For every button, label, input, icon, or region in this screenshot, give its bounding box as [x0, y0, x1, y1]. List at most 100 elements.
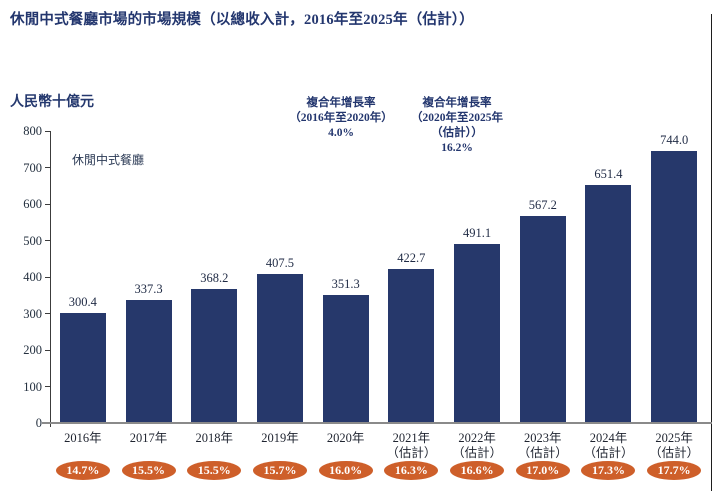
growth-percent-badge: 15.7%	[252, 461, 307, 480]
badge-cell: 17.3%	[576, 461, 642, 480]
y-tick-label: 400	[23, 270, 42, 284]
x-axis-label-line: 2025年	[655, 431, 693, 445]
growth-percent-badge: 17.3%	[581, 461, 636, 480]
x-axis-label-line: （估計）	[583, 446, 634, 460]
badge-cell: 15.7%	[247, 461, 313, 480]
x-axis-labels: 2016年 2017年 2018年 2019年 2020年 2021年 （估計） 2022年（…	[50, 431, 707, 461]
cagr-line: （2016年至2020年）	[289, 111, 393, 124]
cagr-annotation-2020-2025: 複合年增長率 （2020年至2025年 （估計）） 16.2%	[411, 96, 503, 156]
bar-value-label: 651.4	[594, 167, 623, 182]
bar-column: 368.2	[181, 131, 247, 423]
y-tick-mark	[45, 386, 50, 387]
x-axis-label-line: （估計）	[452, 446, 503, 460]
growth-percent-badge: 16.0%	[318, 461, 373, 480]
y-tick-label: 500	[23, 233, 42, 248]
bar-value-label: 407.5	[265, 256, 295, 271]
growth-percent-badge: 16.6%	[450, 461, 505, 480]
x-axis-label-line: 2021年	[392, 431, 431, 445]
cagr-line: （2020年至2025年	[411, 111, 503, 124]
bar-value-label: 491.1	[463, 225, 492, 240]
x-axis-label: 2018年	[181, 431, 247, 461]
x-axis-label: 2025年 （估計）	[641, 431, 707, 461]
bar-chart-plot-area: 0 100 200 300 400 500 600 700 800 休閒中式餐廳 300.4 33…	[23, 124, 712, 430]
x-axis-label-line: （估計）	[386, 446, 437, 460]
growth-percent-badge: 14.7%	[55, 461, 110, 480]
x-axis-label-line: 2016年	[64, 431, 102, 445]
y-tick-label: 0	[35, 416, 42, 430]
bar-column: 744.0	[641, 131, 707, 423]
bar-value-label: 567.2	[528, 197, 557, 212]
y-tick-label: 600	[23, 197, 42, 211]
bar-value-label: 744.0	[660, 133, 689, 148]
x-axis-label-line: 2018年	[195, 431, 234, 445]
bar-column: 351.3	[313, 131, 379, 423]
x-axis-label-line: （估計）	[517, 446, 568, 460]
y-tick-mark	[45, 130, 50, 132]
y-tick-label: 700	[23, 160, 42, 175]
y-tick-mark	[45, 203, 50, 205]
x-axis-label: 2016年	[50, 431, 116, 461]
bars-row: 300.4 337.3 368.2 407.5 351.3 422.7 491.1 567.2…	[50, 131, 707, 423]
bar-2020年	[322, 294, 369, 423]
cagr-line: 複合年增長率	[306, 97, 376, 109]
bar-2021年	[388, 268, 435, 423]
growth-percent-badge: 17.7%	[647, 461, 702, 480]
growth-percent-badge: 15.5%	[121, 461, 176, 480]
cagr-value: 4.0%	[328, 126, 354, 139]
bar-2023年	[519, 215, 566, 423]
cagr-value: 16.2%	[441, 141, 473, 154]
bar-2017年	[125, 299, 172, 423]
bar-2018年	[191, 288, 238, 423]
growth-percent-badges: 14.7% 15.5% 15.5% 15.7% 16.0% 16.3% 16.6% 17.0%…	[50, 461, 707, 480]
series-legend-label: 休閒中式餐廳	[72, 153, 145, 167]
bar-2019年	[256, 274, 303, 423]
bar-2022年	[454, 243, 501, 423]
y-tick-mark	[45, 240, 50, 241]
x-axis-label: 2017年	[116, 431, 182, 461]
y-tick-label: 300	[23, 306, 42, 321]
x-axis-baseline	[42, 422, 712, 424]
bar-value-label: 300.4	[68, 295, 97, 310]
chart-title: 休閒中式餐廳市場的市場規模（以總收入計，2016年至2025年（估計））	[10, 12, 474, 28]
badge-cell: 16.3%	[379, 461, 445, 480]
bar-column: 300.4	[50, 131, 116, 423]
x-axis-label-line: 2020年	[326, 431, 365, 445]
badge-cell: 14.7%	[50, 461, 116, 480]
cagr-line: 複合年增長率	[422, 97, 492, 109]
bar-column: 407.5	[247, 131, 313, 423]
bar-column: 422.7	[379, 131, 445, 423]
growth-percent-badge: 16.3%	[384, 461, 439, 480]
x-axis-label-line: 2019年	[261, 431, 299, 445]
bar-2025年	[651, 151, 698, 423]
x-axis-label-line: 2022年	[458, 431, 496, 445]
x-axis-label-line: 2023年	[524, 431, 562, 445]
bar-2024年	[585, 185, 632, 423]
bar-value-label: 337.3	[134, 281, 163, 296]
cagr-line: （估計））	[431, 126, 483, 139]
badge-cell: 15.5%	[116, 461, 182, 480]
bar-value-label: 368.2	[200, 270, 229, 285]
growth-percent-badge: 15.5%	[187, 461, 242, 480]
badge-cell: 15.5%	[181, 461, 247, 480]
x-axis-label: 2023年 （估計）	[510, 431, 576, 461]
cagr-annotation-2016-2020: 複合年增長率 （2016年至2020年） 4.0%	[289, 96, 393, 141]
bar-column: 491.1	[444, 131, 510, 423]
bar-column: 651.4	[576, 131, 642, 423]
x-axis-label-line: 2024年	[589, 431, 628, 445]
y-tick-label: 100	[23, 379, 42, 394]
x-axis-label: 2022年 （估計）	[444, 431, 510, 461]
badge-cell: 17.0%	[510, 461, 576, 480]
page-border-rule	[711, 14, 712, 491]
y-tick-mark	[45, 313, 50, 314]
badge-cell: 16.0%	[313, 461, 379, 480]
bar-value-label: 351.3	[331, 276, 360, 291]
y-tick-label: 200	[23, 343, 42, 357]
y-tick-mark	[45, 349, 50, 351]
y-axis-unit-label: 人民幣十億元	[10, 95, 94, 110]
x-axis-label: 2019年	[247, 431, 313, 461]
bar-2016年	[59, 313, 106, 423]
bar-value-label: 422.7	[397, 250, 426, 265]
y-tick-mark	[45, 276, 50, 278]
x-axis-label-line: （估計）	[649, 446, 700, 460]
